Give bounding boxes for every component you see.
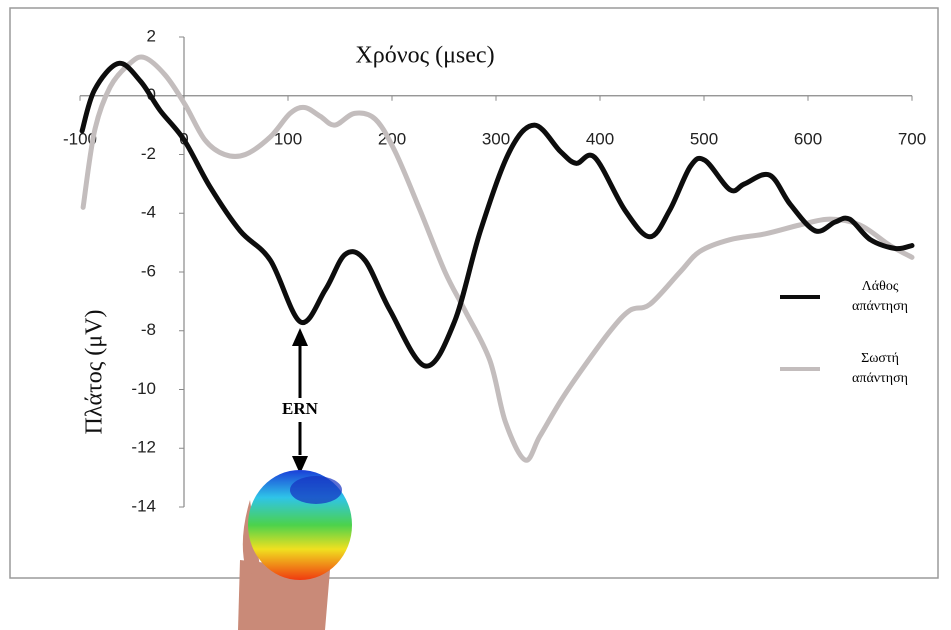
y-tick-label: -6 bbox=[141, 261, 156, 280]
x-tick-label: 400 bbox=[586, 129, 614, 148]
x-tick-label: 500 bbox=[690, 129, 718, 148]
x-tick-label: 600 bbox=[794, 129, 822, 148]
x-axis-title: Χρόνος (μsec) bbox=[355, 43, 494, 69]
x-tick-label: 700 bbox=[898, 129, 926, 148]
y-tick-label: -2 bbox=[141, 144, 156, 163]
y-tick-label: -10 bbox=[131, 379, 156, 398]
chart: Χρόνος (μsec) Πλάτος (μV) -1000100200300… bbox=[0, 0, 951, 630]
y-tick-label: -4 bbox=[141, 203, 156, 222]
x-tick-label: 100 bbox=[274, 129, 302, 148]
y-tick-label: -14 bbox=[131, 496, 156, 515]
annotation: ERN bbox=[282, 399, 319, 418]
y-tick-label: -8 bbox=[141, 320, 156, 339]
y-tick-label: 2 bbox=[147, 26, 156, 45]
y-tick-label: -12 bbox=[131, 438, 156, 457]
page: {"chart_data": {"type": "line", "title":… bbox=[0, 0, 951, 630]
y-axis-title: Πλάτος (μV) bbox=[82, 310, 108, 435]
x-tick-label: 300 bbox=[482, 129, 510, 148]
